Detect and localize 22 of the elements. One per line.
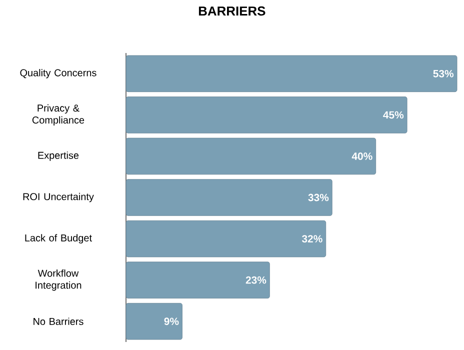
bar bbox=[126, 96, 408, 134]
data-label: 45% bbox=[383, 111, 404, 119]
data-label: 33% bbox=[308, 194, 329, 202]
y-tick-label: Quality Concerns bbox=[20, 69, 96, 78]
data-label: 32% bbox=[302, 235, 322, 243]
chart-title: BARRIERS bbox=[198, 6, 266, 16]
y-tick-label: Lack of Budget bbox=[25, 234, 92, 244]
bar bbox=[126, 138, 376, 175]
data-label: 40% bbox=[352, 152, 372, 160]
bar bbox=[126, 179, 332, 216]
bar bbox=[126, 302, 182, 340]
data-label: 9% bbox=[164, 318, 179, 326]
bar bbox=[126, 262, 270, 298]
bar bbox=[126, 220, 326, 258]
data-label: 23% bbox=[246, 276, 266, 284]
y-tick-label: Privacy & Compliance bbox=[32, 104, 84, 126]
y-tick-label: Expertise bbox=[38, 152, 79, 161]
y-tick-label: ROI Uncertainty bbox=[23, 192, 94, 202]
y-tick-label: No Barriers bbox=[34, 318, 84, 326]
bar bbox=[126, 55, 458, 92]
y-tick-label: Workflow Integration bbox=[36, 269, 82, 291]
data-label: 53% bbox=[433, 70, 454, 78]
